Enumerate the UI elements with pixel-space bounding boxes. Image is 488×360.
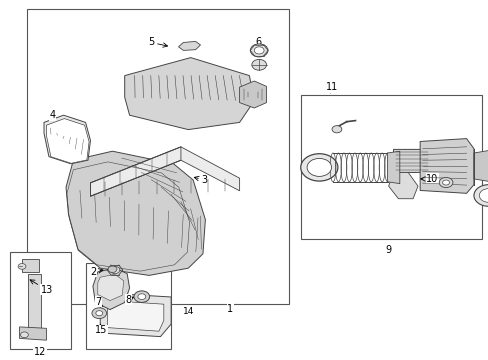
Polygon shape bbox=[393, 149, 434, 172]
Circle shape bbox=[254, 47, 264, 54]
Circle shape bbox=[20, 332, 28, 338]
Polygon shape bbox=[20, 327, 46, 340]
Circle shape bbox=[138, 294, 145, 300]
Circle shape bbox=[134, 291, 149, 302]
Text: 12: 12 bbox=[34, 347, 46, 357]
Polygon shape bbox=[100, 293, 171, 337]
Bar bbox=[27, 9, 288, 304]
Circle shape bbox=[18, 264, 26, 269]
Text: 15: 15 bbox=[95, 324, 107, 336]
Polygon shape bbox=[93, 268, 129, 310]
Text: 13: 13 bbox=[30, 280, 53, 295]
Circle shape bbox=[478, 189, 488, 202]
Circle shape bbox=[442, 180, 448, 185]
Text: 11: 11 bbox=[325, 82, 337, 93]
Text: 6: 6 bbox=[255, 37, 262, 49]
Circle shape bbox=[438, 177, 452, 188]
Circle shape bbox=[331, 126, 341, 133]
Circle shape bbox=[92, 308, 106, 319]
Circle shape bbox=[306, 158, 331, 176]
Circle shape bbox=[300, 154, 337, 181]
Bar bbox=[300, 95, 481, 239]
Polygon shape bbox=[107, 301, 163, 331]
Text: 14: 14 bbox=[183, 307, 194, 316]
Text: 10: 10 bbox=[420, 174, 438, 184]
Polygon shape bbox=[46, 118, 89, 163]
Bar bbox=[85, 263, 171, 349]
Polygon shape bbox=[90, 147, 239, 196]
Polygon shape bbox=[388, 172, 417, 199]
Polygon shape bbox=[66, 151, 205, 275]
Circle shape bbox=[473, 185, 488, 206]
Text: 1: 1 bbox=[227, 303, 233, 314]
Circle shape bbox=[250, 44, 267, 57]
Polygon shape bbox=[124, 58, 254, 130]
Text: 2: 2 bbox=[90, 267, 103, 277]
Text: 5: 5 bbox=[148, 37, 167, 48]
Text: 9: 9 bbox=[385, 245, 391, 255]
Polygon shape bbox=[22, 259, 39, 272]
Polygon shape bbox=[387, 151, 399, 184]
Text: 8: 8 bbox=[125, 294, 133, 305]
Text: 4: 4 bbox=[50, 110, 61, 126]
Polygon shape bbox=[98, 274, 123, 301]
Polygon shape bbox=[239, 81, 266, 108]
Bar bbox=[28, 274, 41, 338]
Text: 3: 3 bbox=[194, 175, 207, 185]
Text: 7: 7 bbox=[95, 297, 102, 307]
Polygon shape bbox=[178, 41, 200, 50]
Polygon shape bbox=[419, 139, 473, 193]
Circle shape bbox=[251, 59, 266, 70]
Circle shape bbox=[96, 311, 102, 316]
Polygon shape bbox=[473, 150, 488, 182]
Bar bbox=[10, 252, 71, 349]
Circle shape bbox=[108, 266, 117, 273]
Polygon shape bbox=[44, 115, 90, 164]
Polygon shape bbox=[90, 147, 181, 196]
Circle shape bbox=[110, 266, 120, 274]
